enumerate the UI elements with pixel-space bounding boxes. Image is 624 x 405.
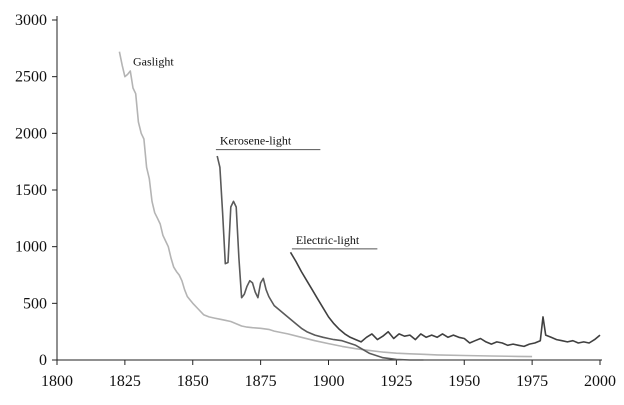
x-tick-label: 1975 xyxy=(516,373,548,390)
axes xyxy=(56,16,602,361)
x-tick-label: 2000 xyxy=(584,373,616,390)
x-tick-label: 1925 xyxy=(380,373,412,390)
series-label-kerosene-light: Kerosene-light xyxy=(220,134,292,148)
y-tick-label: 1500 xyxy=(15,182,47,199)
x-tick-label: 1800 xyxy=(41,373,73,390)
x-tick-label: 1900 xyxy=(313,373,345,390)
x-tick-label: 1875 xyxy=(245,373,277,390)
x-tick-label: 1850 xyxy=(177,373,209,390)
series-label-gaslight: Gaslight xyxy=(133,54,174,68)
series-line-electric-light xyxy=(289,251,601,348)
x-tick-label: 1825 xyxy=(109,373,141,390)
y-tick-label: 1000 xyxy=(15,239,47,256)
y-axis-ticks: 0 500 1000 1500 2000 2500 3000 xyxy=(15,12,57,369)
series-line-kerosene-light xyxy=(216,155,424,361)
series-lines xyxy=(118,51,601,361)
series-label-electric-light: Electric-light xyxy=(296,233,360,247)
series-labels: Gaslight Kerosene-light Electric-light xyxy=(133,54,378,250)
y-tick-label: 2000 xyxy=(15,125,47,142)
x-tick-label: 1950 xyxy=(448,373,480,390)
y-tick-label: 500 xyxy=(23,295,47,312)
y-tick-label: 3000 xyxy=(15,12,47,29)
y-tick-label: 2500 xyxy=(15,69,47,86)
x-axis-ticks: 1800 1825 1850 1875 1900 1925 1950 1975 2000 xyxy=(41,360,616,390)
y-tick-label: 0 xyxy=(39,352,47,369)
